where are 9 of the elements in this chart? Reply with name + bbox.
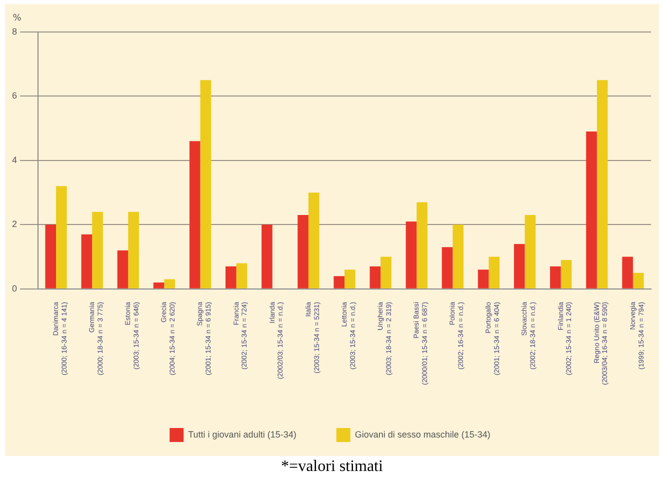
legend-label: Tutti i giovani adulti (15-34) xyxy=(188,429,296,440)
y-tick-label: 2 xyxy=(12,219,18,230)
y-tick-label: 4 xyxy=(12,154,18,165)
legend-label: Giovani di sesso maschile (15-34) xyxy=(354,429,490,440)
y-axis-title: % xyxy=(12,13,22,24)
y-tick-label: 0 xyxy=(12,283,18,294)
text: *=valori stimati xyxy=(280,458,384,476)
y-tick-label: 6 xyxy=(12,90,18,101)
y-tick-label: 8 xyxy=(12,26,18,36)
